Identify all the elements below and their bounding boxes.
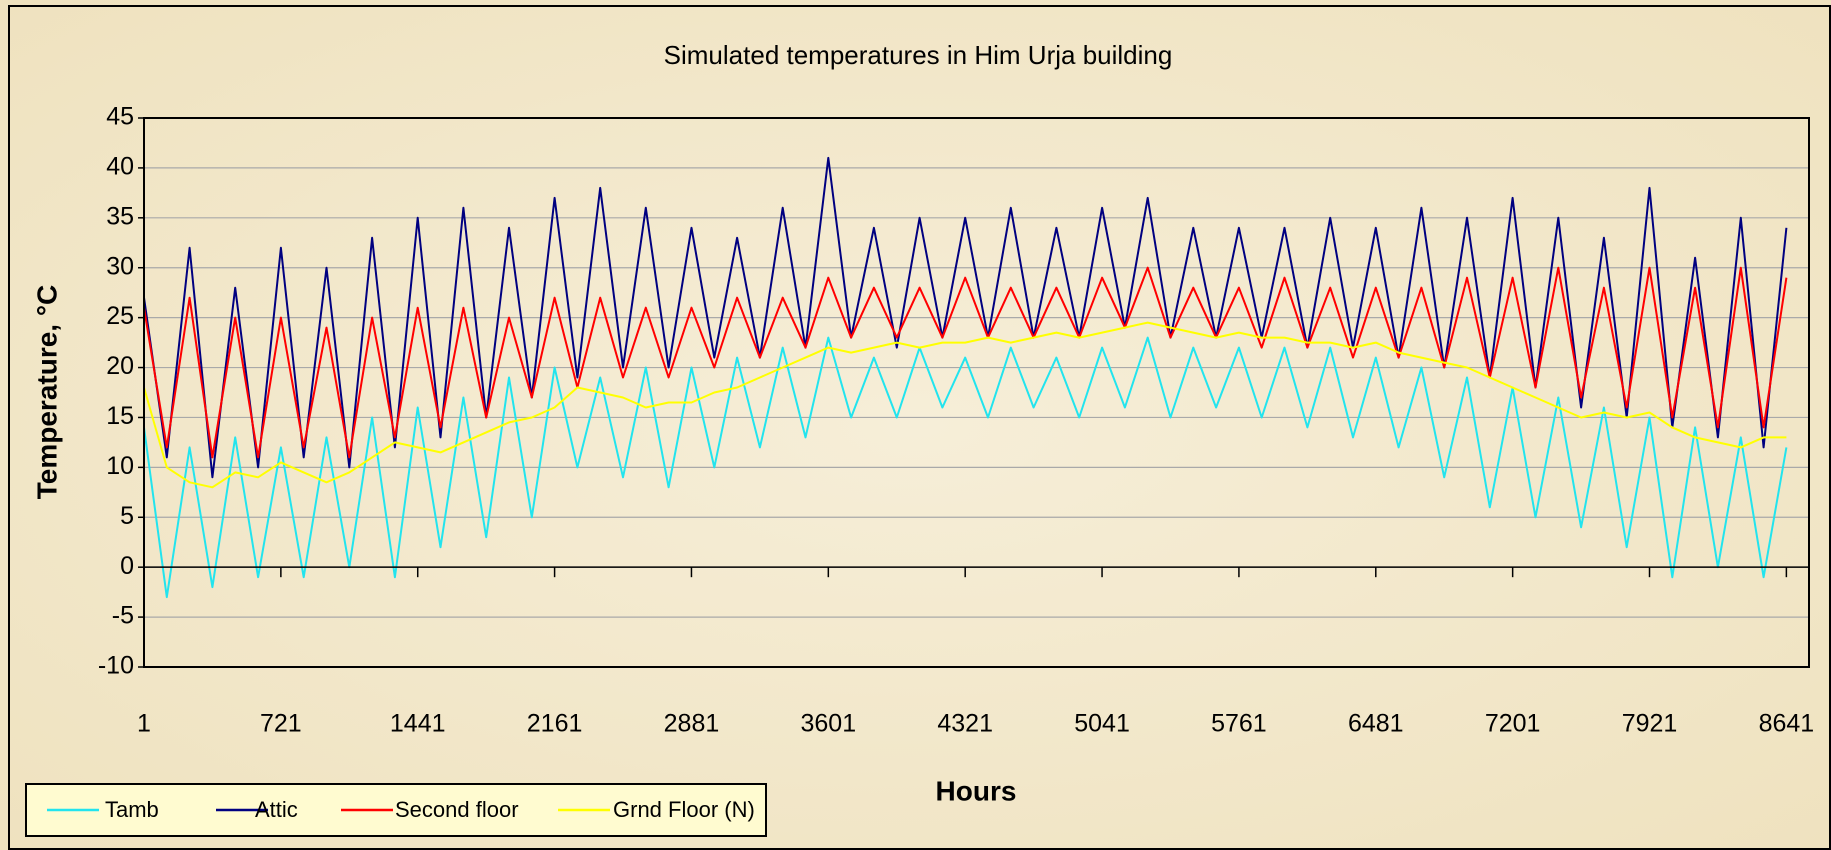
x-tick-label: 5761 [1211,710,1267,738]
y-tick-label: -10 [98,652,134,680]
x-axis-title: Hours [936,775,1017,806]
y-tick-label: 25 [106,302,134,330]
x-tick-label: 6481 [1348,710,1404,738]
chart-title: Simulated temperatures in Him Urja build… [664,40,1173,70]
y-tick-label: 35 [106,202,134,230]
y-tick-label: 40 [106,153,134,181]
x-tick-label: 2881 [664,710,720,738]
x-tick-label: 5041 [1074,710,1130,738]
x-tick-label: 8641 [1759,710,1815,738]
x-tick-label: 7921 [1622,710,1678,738]
series-line [143,266,1788,459]
y-tick-label: 30 [106,252,134,280]
series-line [143,321,1787,489]
x-tick-label: 3601 [801,710,857,738]
legend-label: Attic [255,797,298,822]
x-tick-label: 721 [260,710,302,738]
chart-border [8,5,1831,850]
legend-label: Tamb [105,797,159,822]
x-tick-label: 1 [137,710,151,738]
x-tick-label: 7201 [1485,710,1541,738]
y-tick-label: 5 [120,502,134,530]
legend: Tamb Attic Second floor Grnd Floor (N) [25,783,767,837]
series-line [143,156,1788,479]
y-tick-label: 15 [106,402,134,430]
legend-label: Grnd Floor (N) [613,797,755,822]
y-tick-label: 45 [106,103,134,131]
plot-area: -10 -5 0 5 10 15 20 25 30 35 40 45 1 721 1441 2161 2881 3… [98,103,1814,738]
legend-box [25,783,767,837]
y-tick-label: -5 [112,602,134,630]
y-tick-label: 20 [106,352,134,380]
x-tick-label: 4321 [937,710,993,738]
y-tick-label: 0 [120,552,134,580]
x-tick-label: 2161 [527,710,583,738]
legend-label: Second floor [395,797,519,822]
y-axis-title: Temperature, °C [31,285,62,500]
x-tick-label: 1441 [390,710,446,738]
y-tick-label: 10 [106,452,134,480]
plot-border [143,117,1810,668]
